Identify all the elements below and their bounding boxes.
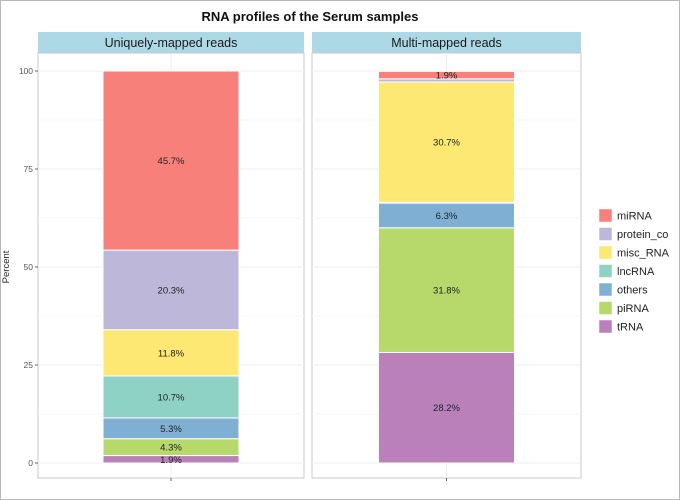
y-tick-label: 50 — [24, 262, 34, 272]
segment-label: 28.2% — [433, 403, 460, 414]
facet-strip — [38, 32, 304, 53]
segment-label: 4.3% — [160, 443, 182, 454]
facet-strip-label: Uniquely-mapped reads — [105, 36, 238, 50]
legend-label: miRNA — [617, 211, 652, 223]
facet-strip — [312, 32, 581, 53]
segment-label: 1.9% — [436, 71, 458, 82]
legend-item: misc_RNA — [598, 245, 670, 260]
legend-swatch — [598, 245, 613, 260]
segment-label: 1.9% — [160, 455, 182, 466]
segment-label: 11.8% — [158, 348, 185, 359]
legend-label: misc_RNA — [617, 248, 670, 260]
legend-item: protein_co — [598, 227, 668, 241]
chart-title: RNA profiles of the Serum samples — [202, 9, 419, 24]
facet-panel: Uniquely-mapped reads 1.9%4.3% 5.3% 10.7% 11… — [37, 32, 305, 481]
bar-segment-misc-rna — [378, 81, 515, 203]
segment-label: 31.8% — [433, 286, 460, 297]
bar-segment-others — [378, 202, 515, 229]
legend-label: protein_co — [617, 229, 668, 241]
legend: miRNA protein_co misc_RNA lncRNA others piRNA… — [598, 208, 670, 334]
bar-segment-mirna — [378, 70, 515, 80]
segment-label: 5.3% — [160, 424, 182, 435]
bar-segment-misc-rna — [102, 329, 240, 377]
legend-item: tRNA — [598, 319, 644, 334]
legend-label: others — [617, 285, 648, 297]
legend-swatch — [598, 264, 613, 278]
y-tick-label: 75 — [24, 164, 34, 174]
y-tick-label: 0 — [28, 458, 33, 468]
legend-swatch — [598, 319, 613, 334]
segment-label: 45.7% — [158, 156, 185, 167]
legend-swatch — [598, 227, 613, 241]
y-tick-label: 25 — [24, 360, 34, 370]
legend-label: piRNA — [617, 303, 649, 315]
y-axis-label: Percent — [1, 250, 12, 283]
y-axis: 0 25 50 75 100 — [19, 66, 38, 468]
segment-label: 30.7% — [433, 138, 460, 149]
segment-label: 6.3% — [436, 211, 458, 222]
legend-item: others — [598, 282, 648, 297]
bar-segment-protein-co — [102, 249, 240, 331]
bar-segment-trna — [378, 351, 515, 464]
legend-item: piRNA — [598, 301, 649, 315]
legend-label: tRNA — [617, 322, 644, 334]
segment-label: 10.7% — [158, 392, 185, 403]
legend-swatch — [598, 282, 613, 297]
legend-item: miRNA — [598, 208, 652, 223]
bar-segment-mirna — [102, 70, 240, 251]
legend-label: lncRNA — [617, 266, 655, 278]
legend-swatch — [598, 301, 613, 315]
facet-panel: Multi-mapped reads 28.2% 31.8% 6.3% 30.7% 1.9… — [311, 32, 582, 481]
bar-segment-pirna — [378, 227, 515, 353]
segment-label: 20.3% — [158, 285, 185, 296]
legend-item: lncRNA — [598, 264, 655, 278]
facet-strip-label: Multi-mapped reads — [391, 36, 501, 50]
facet-panels: Uniquely-mapped reads1.9%4.3%5.3%10.7%11… — [37, 32, 582, 481]
legend-swatch — [598, 208, 613, 223]
bar-segment-lncrna — [102, 375, 240, 419]
y-tick-label: 100 — [19, 66, 33, 76]
